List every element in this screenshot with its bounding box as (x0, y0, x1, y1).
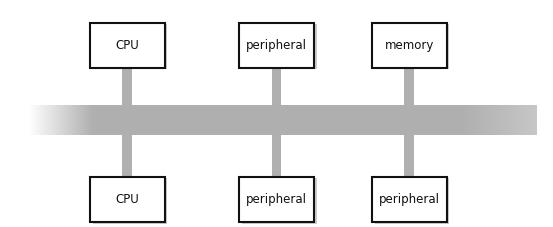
Bar (272, 68, 281, 106)
Text: peripheral: peripheral (246, 39, 307, 52)
Bar (122, 135, 132, 177)
Text: peripheral: peripheral (379, 193, 440, 206)
Text: peripheral: peripheral (246, 193, 307, 206)
Bar (90, 177, 165, 222)
Bar (242, 178, 316, 224)
Bar (122, 68, 132, 106)
Text: CPU: CPU (116, 39, 139, 52)
Bar (404, 135, 414, 177)
Bar (374, 178, 449, 224)
Bar (90, 23, 165, 68)
Text: CPU: CPU (116, 193, 139, 206)
Bar (272, 135, 281, 177)
Bar (374, 24, 449, 69)
Bar (372, 177, 447, 222)
Bar (239, 23, 314, 68)
Bar (239, 177, 314, 222)
Text: memory: memory (384, 39, 434, 52)
Bar (404, 68, 414, 106)
Bar (372, 23, 447, 68)
Bar (93, 178, 167, 224)
Bar (242, 24, 316, 69)
Bar (93, 24, 167, 69)
